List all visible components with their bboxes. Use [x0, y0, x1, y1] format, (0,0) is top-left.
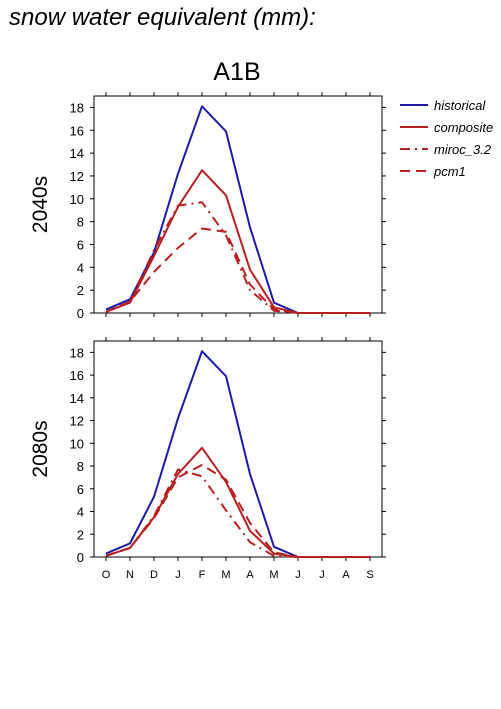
scenario-label: A1B [213, 58, 260, 86]
y-tick-label: 4 [77, 505, 84, 520]
y-tick-label: 18 [70, 100, 84, 115]
x-tick-label: J [319, 569, 325, 581]
legend-label-pcm1: pcm1 [433, 164, 466, 179]
x-tick-label: N [126, 569, 134, 581]
series-line-miroc_3.2 [105, 201, 370, 314]
y-tick-label: 2 [77, 283, 84, 298]
y-tick-label: 18 [70, 345, 84, 360]
panel-2040s: 0 2 4 6 8 10 12 14 16 18 2040s [29, 92, 386, 321]
y-tick-label: 10 [70, 436, 84, 451]
panel-label: 2080s [29, 420, 52, 477]
y-tick-label: 6 [77, 237, 84, 252]
plot-frame [93, 95, 383, 314]
y-tick-label: 8 [77, 459, 84, 474]
y-tick-label: 16 [70, 368, 84, 383]
series-line-pcm1 [105, 463, 370, 558]
x-tick-label: F [199, 569, 206, 581]
plot-frame [93, 340, 383, 558]
panel-label: 2040s [29, 176, 52, 233]
y-tick-label: 0 [77, 550, 84, 565]
y-tick-label: 12 [70, 169, 84, 184]
x-tick-label: S [366, 569, 373, 581]
x-tick-label: O [102, 569, 111, 581]
series-line-composite [105, 169, 370, 314]
x-tick-label: M [221, 569, 230, 581]
y-tick-label: 4 [77, 260, 84, 275]
y-tick-label: 16 [70, 123, 84, 138]
y-tick-label: 0 [77, 306, 84, 321]
legend-label-historical: historical [434, 98, 486, 113]
y-tick-label: 10 [70, 192, 84, 207]
series-line-pcm1 [105, 227, 370, 314]
x-tick-label: A [246, 569, 254, 581]
x-tick-label: A [342, 569, 350, 581]
y-tick-label: 6 [77, 482, 84, 497]
x-tick-label: M [269, 569, 278, 581]
x-tick-label: D [150, 569, 158, 581]
series-line-composite [105, 446, 370, 558]
y-tick-label: 2 [77, 527, 84, 542]
y-tick-label: 12 [70, 414, 84, 429]
y-tick-label: 14 [70, 391, 84, 406]
panel-2080s: 0 2 4 6 8 10 12 14 16 18 2080s [29, 337, 386, 565]
legend-label-miroc_3.2: miroc_3.2 [434, 142, 492, 157]
y-tick-label: 14 [70, 146, 84, 161]
chart-title: snow water equivalent (mm): [9, 4, 316, 31]
legend-label-composite: composite [434, 120, 493, 135]
y-tick-label: 8 [77, 215, 84, 230]
x-tick-label: J [175, 569, 181, 581]
series-line-miroc_3.2 [105, 468, 370, 558]
x-tick-label: J [295, 569, 301, 581]
